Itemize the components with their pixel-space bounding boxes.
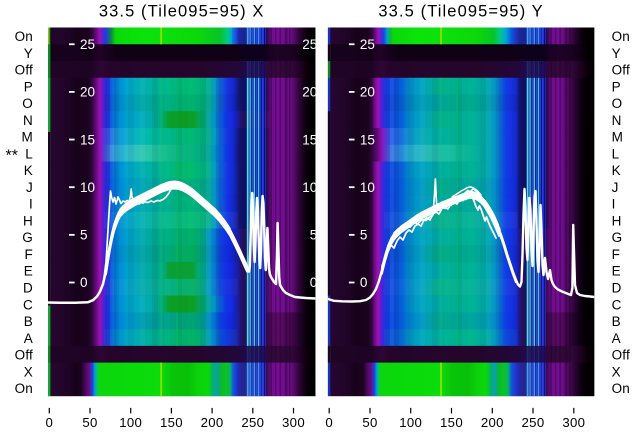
svg-text:10: 10 <box>360 180 375 195</box>
svg-text:Y: Y <box>24 46 33 61</box>
svg-text:K: K <box>612 163 621 178</box>
svg-text:0: 0 <box>325 415 333 430</box>
svg-text:M: M <box>22 130 33 145</box>
svg-text:D: D <box>612 281 622 296</box>
svg-text:C: C <box>612 297 622 312</box>
svg-text:150: 150 <box>160 415 183 430</box>
svg-text:250: 250 <box>241 415 264 430</box>
svg-text:L: L <box>25 146 33 161</box>
svg-text:150: 150 <box>440 415 463 430</box>
svg-text:50: 50 <box>82 415 97 430</box>
svg-text:**: ** <box>6 148 18 165</box>
svg-text:M: M <box>612 130 623 145</box>
svg-text:F: F <box>25 247 33 262</box>
svg-text:15: 15 <box>302 132 317 147</box>
svg-text:E: E <box>612 264 621 279</box>
svg-text:15: 15 <box>80 132 95 147</box>
svg-text:J: J <box>612 180 619 195</box>
svg-text:10: 10 <box>302 180 317 195</box>
svg-text:Y: Y <box>612 46 621 61</box>
svg-text:100: 100 <box>399 415 422 430</box>
svg-text:N: N <box>23 113 33 128</box>
svg-text:J: J <box>26 180 33 195</box>
svg-text:0: 0 <box>310 275 318 290</box>
svg-text:O: O <box>22 96 33 111</box>
svg-text:300: 300 <box>282 415 305 430</box>
svg-text:P: P <box>612 79 621 94</box>
svg-text:33.5 (Tile095=95) Y: 33.5 (Tile095=95) Y <box>378 2 543 20</box>
svg-text:N: N <box>612 113 622 128</box>
svg-text:33.5 (Tile095=95) X: 33.5 (Tile095=95) X <box>99 2 265 20</box>
svg-text:P: P <box>24 79 33 94</box>
svg-text:C: C <box>23 297 33 312</box>
svg-text:Off: Off <box>612 63 630 78</box>
svg-text:25: 25 <box>302 37 317 52</box>
svg-text:5: 5 <box>80 228 88 243</box>
svg-text:L: L <box>612 146 620 161</box>
svg-text:X: X <box>612 364 621 379</box>
svg-text:20: 20 <box>80 85 95 100</box>
svg-text:200: 200 <box>201 415 224 430</box>
svg-text:20: 20 <box>302 85 317 100</box>
svg-text:50: 50 <box>362 415 377 430</box>
svg-text:25: 25 <box>80 37 95 52</box>
svg-text:5: 5 <box>310 228 318 243</box>
svg-text:25: 25 <box>360 37 375 52</box>
svg-text:On: On <box>612 29 630 44</box>
svg-text:A: A <box>612 331 621 346</box>
svg-text:B: B <box>612 314 621 329</box>
svg-text:F: F <box>612 247 620 262</box>
svg-text:0: 0 <box>360 275 368 290</box>
svg-text:100: 100 <box>119 415 142 430</box>
svg-text:I: I <box>612 197 616 212</box>
svg-text:E: E <box>24 264 33 279</box>
svg-text:On: On <box>15 381 33 396</box>
svg-text:Off: Off <box>612 348 630 363</box>
svg-text:I: I <box>29 197 33 212</box>
svg-text:0: 0 <box>80 275 88 290</box>
svg-text:B: B <box>24 314 33 329</box>
svg-text:G: G <box>612 230 623 245</box>
svg-text:H: H <box>23 213 33 228</box>
svg-text:10: 10 <box>80 180 95 195</box>
svg-text:200: 200 <box>481 415 504 430</box>
svg-text:X: X <box>24 364 33 379</box>
svg-text:Off: Off <box>15 348 33 363</box>
svg-text:15: 15 <box>360 132 375 147</box>
svg-text:5: 5 <box>360 228 368 243</box>
svg-text:20: 20 <box>360 85 375 100</box>
svg-text:On: On <box>612 381 630 396</box>
svg-text:O: O <box>612 96 623 111</box>
svg-text:G: G <box>22 230 33 245</box>
svg-text:D: D <box>23 281 33 296</box>
svg-text:K: K <box>24 163 33 178</box>
svg-text:300: 300 <box>562 415 585 430</box>
svg-text:On: On <box>15 29 33 44</box>
svg-text:H: H <box>612 213 622 228</box>
svg-text:250: 250 <box>522 415 545 430</box>
svg-text:Off: Off <box>15 63 33 78</box>
svg-text:0: 0 <box>45 415 53 430</box>
svg-text:A: A <box>24 331 33 346</box>
